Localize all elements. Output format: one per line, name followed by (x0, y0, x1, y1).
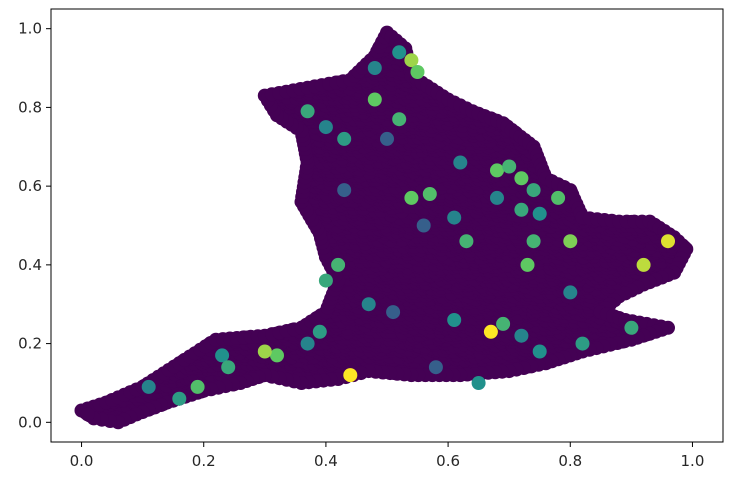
scatter-point-highlight (551, 190, 566, 205)
scatter-point-highlight (514, 171, 529, 186)
scatter-point-highlight (563, 285, 578, 300)
scatter-point-highlight (624, 320, 639, 335)
scatter-point-highlight (514, 328, 529, 343)
scatter-point-highlight (520, 257, 535, 272)
x-axis: 0.0 0.2 0.4 0.6 0.8 1.0 (70, 442, 705, 470)
scatter-point-highlight (392, 45, 407, 60)
scatter-point-highlight (312, 324, 327, 339)
scatter-point-highlight (502, 159, 517, 174)
marks-layer (74, 25, 694, 430)
y-tick-label: 1.0 (18, 20, 42, 38)
scatter-point-highlight (367, 92, 382, 107)
x-tick-label: 0.2 (192, 452, 216, 470)
scatter-point-highlight (410, 65, 425, 79)
scatter-point-highlight (343, 368, 358, 383)
scatter-point-highlight (490, 163, 504, 178)
y-tick-label: 0.4 (18, 256, 42, 274)
scatter-point-highlight (416, 218, 431, 233)
scatter-point-highlight (532, 344, 547, 359)
scatter-point-highlight (453, 155, 468, 170)
scatter-point-highlight (270, 348, 284, 363)
scatter-point-highlight (496, 316, 511, 331)
scatter-point-highlight (221, 360, 236, 375)
scatter-point-highlight (532, 206, 547, 221)
scatter-point-highlight (514, 202, 529, 217)
scatter-point-highlight (331, 257, 346, 272)
scatter-point-highlight (483, 324, 498, 339)
scatter-point-highlight (190, 379, 205, 394)
scatter-point-highlight (392, 112, 407, 127)
scatter-point-highlight (141, 379, 156, 394)
scatter-point-highlight (459, 234, 474, 249)
scatter-point-highlight (367, 61, 382, 75)
scatter-point-highlight (215, 348, 230, 363)
scatter-point-highlight (361, 297, 376, 312)
x-tick-label: 0.4 (314, 452, 338, 470)
scatter-point-highlight (447, 313, 462, 327)
y-tick-label: 0.0 (18, 413, 42, 431)
scatter-point-highlight (404, 53, 419, 68)
x-tick-label: 1.0 (681, 452, 705, 470)
scatter-point-highlight (490, 190, 504, 205)
scatter-point-highlight (471, 376, 486, 390)
x-tick-label: 0.6 (436, 452, 460, 470)
scatter-point-highlight (300, 336, 315, 351)
scatter-point-highlight (422, 187, 437, 201)
scatter-point-highlight (380, 131, 394, 146)
x-tick-label: 0.8 (558, 452, 582, 470)
x-tick-label: 0.0 (70, 452, 94, 470)
scatter-point-highlight (575, 336, 590, 351)
scatter-point-highlight (428, 360, 443, 375)
plot-frame (50, 8, 724, 443)
scatter-point-highlight (318, 120, 333, 135)
scatter-point-highlight (337, 183, 352, 198)
scatter-point-highlight (257, 344, 272, 359)
scatter-point (80, 407, 95, 422)
scatter-point-highlight (526, 234, 541, 249)
y-tick-label: 0.6 (18, 177, 42, 195)
scatter-point-highlight (337, 131, 352, 146)
scatter-point-highlight (661, 234, 675, 249)
y-tick-label: 0.2 (18, 335, 42, 353)
scatter-point-highlight (563, 234, 578, 249)
scatter-point-highlight (404, 190, 419, 205)
y-tick-label: 0.8 (18, 98, 42, 116)
scatter-point-highlight (172, 391, 187, 406)
scatter-point-highlight (318, 273, 333, 288)
scatter-point-highlight (447, 210, 462, 225)
scatter-point-highlight (636, 257, 651, 272)
scatter-point-highlight (526, 183, 541, 198)
y-axis: 0.0 0.2 0.4 0.6 0.8 1.0 (18, 20, 51, 431)
scatter-point-highlight (386, 305, 401, 320)
scatter-point-highlight (300, 104, 315, 119)
